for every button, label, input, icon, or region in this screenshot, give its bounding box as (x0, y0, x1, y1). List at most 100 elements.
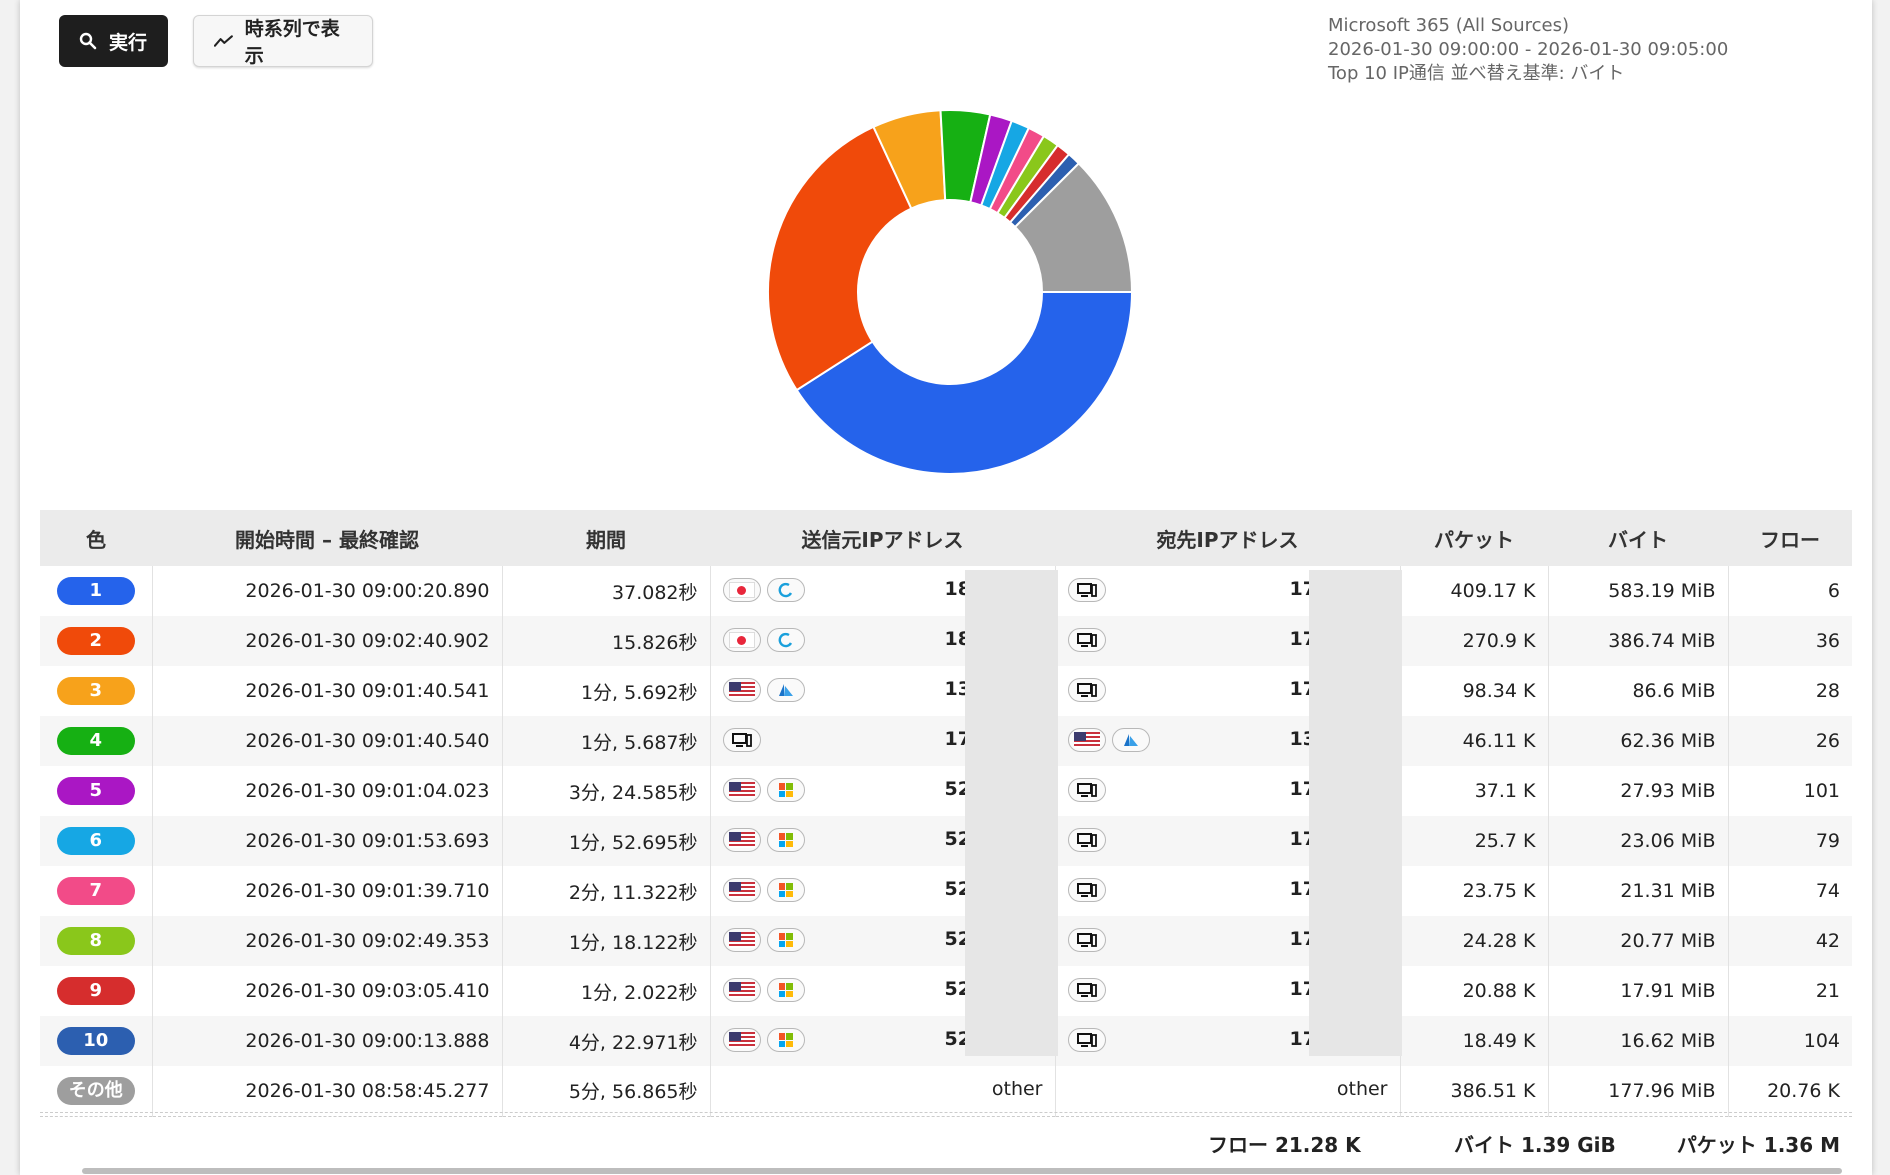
dst-ip[interactable]: other (1336, 1078, 1388, 1100)
src-ip[interactable]: 17 (944, 728, 971, 750)
report-source: Microsoft 365 (All Sources) (1328, 15, 1569, 36)
col-duration[interactable]: 期間 (502, 510, 710, 566)
flows-cell: 26 (1728, 716, 1852, 766)
packets-cell: 270.9 K (1400, 616, 1549, 666)
table-row[interactable]: その他 2026-01-30 08:58:45.277 5分, 56.865秒 oth… (40, 1066, 1852, 1117)
us-flag-icon (722, 778, 761, 802)
src-ip[interactable]: other (991, 1078, 1043, 1100)
report-time-range: 2026-01-30 09:00:00 - 2026-01-30 09:05:0… (1328, 39, 1729, 60)
packets-cell: 409.17 K (1400, 566, 1549, 616)
color-swatch: その他 (56, 1076, 135, 1105)
run-button[interactable]: 実行 (59, 15, 168, 67)
color-swatch: 6 (56, 827, 135, 855)
col-color[interactable]: 色 (40, 510, 152, 566)
monitor-icon (1067, 578, 1106, 602)
col-flows[interactable]: フロー (1728, 510, 1852, 566)
packets-cell: 24.28 K (1400, 916, 1549, 966)
packets-cell: 18.49 K (1400, 1016, 1549, 1066)
packets-cell: 23.75 K (1400, 866, 1549, 916)
us-flag-icon (722, 878, 761, 902)
bytes-cell: 86.6 MiB (1548, 666, 1729, 716)
report-panel: 実行 時系列で表示 Microsoft 365 (All Sources) 20… (20, 0, 1872, 1175)
azure-icon (1111, 728, 1150, 752)
donut-slice-2[interactable] (767, 125, 913, 392)
monitor-icon (1067, 878, 1106, 902)
report-info: Microsoft 365 (All Sources) 2026-01-30 0… (1328, 14, 1728, 86)
us-flag-icon (1067, 728, 1106, 752)
dest-ip-redaction (1309, 570, 1402, 1056)
table-header-row: 色 開始時間 – 最終確認 期間 送信元IPアドレス 宛先IPアドレス パケット… (40, 510, 1852, 566)
flows-cell: 6 (1827, 580, 1840, 602)
microsoft-icon (766, 778, 805, 802)
col-source-ip[interactable]: 送信元IPアドレス (710, 510, 1055, 566)
monitor-icon (1067, 1028, 1106, 1052)
col-dest-ip[interactable]: 宛先IPアドレス (1055, 510, 1400, 566)
bytes-cell: 20.77 MiB (1548, 916, 1729, 966)
col-packets[interactable]: パケット (1400, 510, 1548, 566)
duration-cell: 3分, 24.585秒 (502, 766, 711, 816)
color-swatch: 8 (56, 927, 135, 955)
report-subtitle: Top 10 IP通信 並べ替え基準: バイト (1328, 63, 1625, 84)
col-bytes[interactable]: バイト (1548, 510, 1728, 566)
start-time-cell: 2026-01-30 09:01:40.541 (152, 666, 503, 716)
flows-cell: 28 (1815, 680, 1840, 702)
color-swatch: 2 (56, 627, 135, 655)
timeseries-button-label: 時系列で表示 (244, 18, 340, 67)
total-bytes: バイト 1.39 GiB (1454, 1133, 1616, 1157)
bytes-cell: 27.93 MiB (1548, 766, 1729, 816)
microsoft-icon (766, 1028, 805, 1052)
flows-cell: 74 (1815, 880, 1840, 902)
donut-slice-その他[interactable] (1013, 161, 1134, 293)
donut-chart (767, 109, 1134, 475)
start-time-cell: 2026-01-30 09:01:40.540 (152, 716, 503, 766)
start-time-cell: 2026-01-30 09:02:40.902 (152, 616, 503, 666)
horizontal-scrollbar[interactable] (82, 1168, 1842, 1174)
bytes-cell: 17.91 MiB (1548, 966, 1729, 1016)
globe-icon (766, 628, 805, 652)
duration-cell: 2分, 11.322秒 (502, 866, 711, 916)
jp-flag-icon (722, 628, 761, 652)
color-swatch: 1 (56, 577, 135, 605)
color-swatch: 4 (56, 727, 135, 755)
packets-cell: 98.34 K (1400, 666, 1549, 716)
start-time-cell: 2026-01-30 09:01:39.710 (152, 866, 503, 916)
duration-cell: 1分, 5.692秒 (502, 666, 711, 716)
start-time-cell: 2026-01-30 09:00:20.890 (152, 566, 503, 616)
jp-flag-icon (722, 578, 761, 602)
us-flag-icon (722, 828, 761, 852)
duration-cell: 1分, 2.022秒 (502, 966, 711, 1016)
flows-cell: 79 (1728, 816, 1852, 866)
monitor-icon (1067, 928, 1106, 952)
bytes-cell: 62.36 MiB (1548, 716, 1729, 766)
color-swatch: 7 (56, 877, 135, 905)
packets-cell: 20.88 K (1400, 966, 1549, 1016)
table-totals: フロー 21.28 K バイト 1.39 GiB パケット 1.36 M (40, 1112, 1852, 1167)
run-button-label: 実行 (109, 31, 148, 54)
bytes-cell: 23.06 MiB (1548, 816, 1729, 866)
col-start-time[interactable]: 開始時間 – 最終確認 (152, 510, 502, 566)
duration-cell: 37.082秒 (502, 566, 711, 616)
duration-cell: 5分, 56.865秒 (502, 1066, 711, 1117)
globe-icon (766, 578, 805, 602)
timeseries-button[interactable]: 時系列で表示 (193, 15, 373, 67)
color-swatch: 3 (56, 677, 135, 705)
duration-cell: 1分, 52.695秒 (502, 816, 711, 866)
bytes-cell: 386.74 MiB (1548, 616, 1729, 666)
bytes-cell: 21.31 MiB (1548, 866, 1729, 916)
monitor-icon (722, 728, 761, 752)
color-swatch: 5 (56, 777, 135, 805)
us-flag-icon (722, 978, 761, 1002)
total-packets: パケット 1.36 M (1676, 1133, 1840, 1157)
start-time-cell: 2026-01-30 09:01:04.023 (152, 766, 503, 816)
donut-slice-1[interactable] (795, 291, 1134, 475)
